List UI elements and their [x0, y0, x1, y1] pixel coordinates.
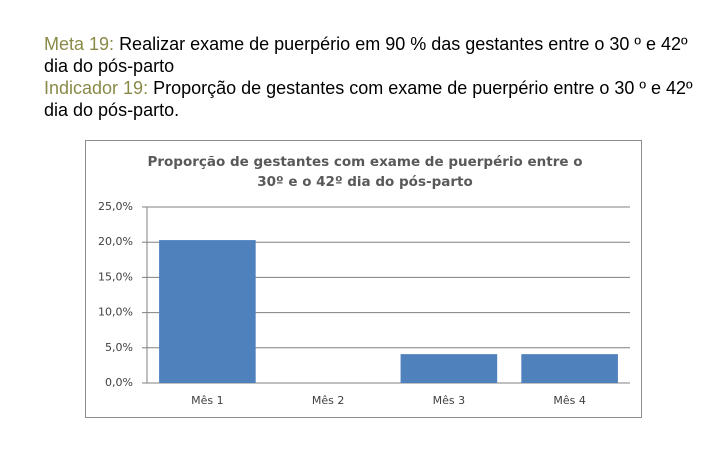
- y-tick-label: 10,0%: [98, 306, 133, 319]
- y-tick-label: 15,0%: [98, 270, 133, 283]
- indicador-label: Indicador 19:: [44, 78, 149, 98]
- header: Meta 19: Realizar exame de puerpério em …: [44, 33, 704, 121]
- meta-label: Meta 19:: [44, 34, 115, 54]
- y-tick-label: 0,0%: [105, 376, 133, 389]
- x-tick-label: Mês 3: [433, 394, 465, 407]
- chart-title: Proporção de gestantes com exame de puer…: [147, 154, 583, 190]
- x-tick-label: Mês 1: [191, 394, 223, 407]
- y-tick-label: 20,0%: [98, 235, 133, 248]
- y-tick-label: 25,0%: [98, 200, 133, 213]
- bar: [159, 240, 256, 383]
- indicador-text: Proporção de gestantes com exame de puer…: [44, 78, 693, 120]
- y-tick-label: 5,0%: [105, 341, 133, 354]
- meta-line: Meta 19: Realizar exame de puerpério em …: [44, 33, 704, 77]
- bar: [400, 354, 498, 383]
- bar: [521, 354, 618, 383]
- meta-text: Realizar exame de puerpério em 90 % das …: [44, 34, 688, 76]
- x-tick-label: Mês 4: [553, 394, 585, 407]
- x-tick-label: Mês 2: [312, 394, 344, 407]
- indicador-line: Indicador 19: Proporção de gestantes com…: [44, 77, 704, 121]
